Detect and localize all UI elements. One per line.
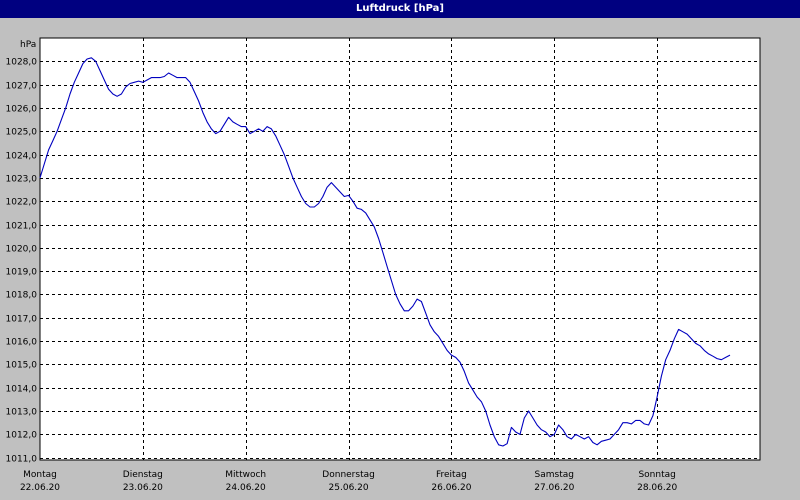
y-axis-label: hPa [20, 40, 36, 50]
x-tick-date: 27.06.20 [534, 483, 574, 493]
x-tick-date: 24.06.20 [226, 483, 266, 493]
y-tick-label: 1020,0 [6, 245, 38, 255]
plot-layer [39, 37, 761, 461]
y-tick-label: 1012,0 [6, 431, 38, 441]
x-tick-date: 23.06.20 [123, 483, 163, 493]
y-tick-label: 1028,0 [6, 58, 38, 68]
y-tick-label: 1011,0 [6, 455, 38, 465]
y-tick-label: 1015,0 [6, 361, 38, 371]
x-tick-weekday: Sonntag [638, 470, 675, 480]
x-tick-date: 25.06.20 [329, 483, 369, 493]
y-tick-label: 1027,0 [6, 82, 38, 92]
y-tick-label: 1019,0 [6, 268, 38, 278]
pressure-chart: 1011,0 1012,0 1013,0 1014,0 1015,0 1016,0 1017… [6, 37, 761, 493]
y-tick-label: 1013,0 [6, 408, 38, 418]
y-tick-label: 1017,0 [6, 315, 38, 325]
x-tick-weekday: Samstag [535, 470, 574, 480]
x-tick-weekday: Mittwoch [225, 470, 266, 480]
tick-layer: 1011,0 1012,0 1013,0 1014,0 1015,0 1016,0 1017… [6, 40, 678, 493]
y-tick-label: 1023,0 [6, 175, 38, 185]
y-tick-label: 1016,0 [6, 338, 38, 348]
x-tick-weekday: Freitag [436, 470, 467, 480]
y-tick-label: 1021,0 [6, 222, 38, 232]
y-tick-label: 1024,0 [6, 152, 38, 162]
y-tick-label: 1025,0 [6, 128, 38, 138]
y-tick-label: 1022,0 [6, 198, 38, 208]
y-tick-label: 1026,0 [6, 105, 38, 115]
window-title: Luftdruck [hPa] [0, 0, 800, 18]
x-tick-weekday: Montag [23, 470, 57, 480]
x-tick-date: 22.06.20 [20, 483, 60, 493]
x-tick-weekday: Dienstag [123, 470, 163, 480]
y-tick-label: 1018,0 [6, 291, 38, 301]
y-tick-label: 1014,0 [6, 385, 38, 395]
x-tick-date: 28.06.20 [637, 483, 677, 493]
x-tick-weekday: Donnerstag [322, 470, 375, 480]
pressure-series-line [39, 57, 731, 447]
x-tick-date: 26.06.20 [431, 483, 471, 493]
